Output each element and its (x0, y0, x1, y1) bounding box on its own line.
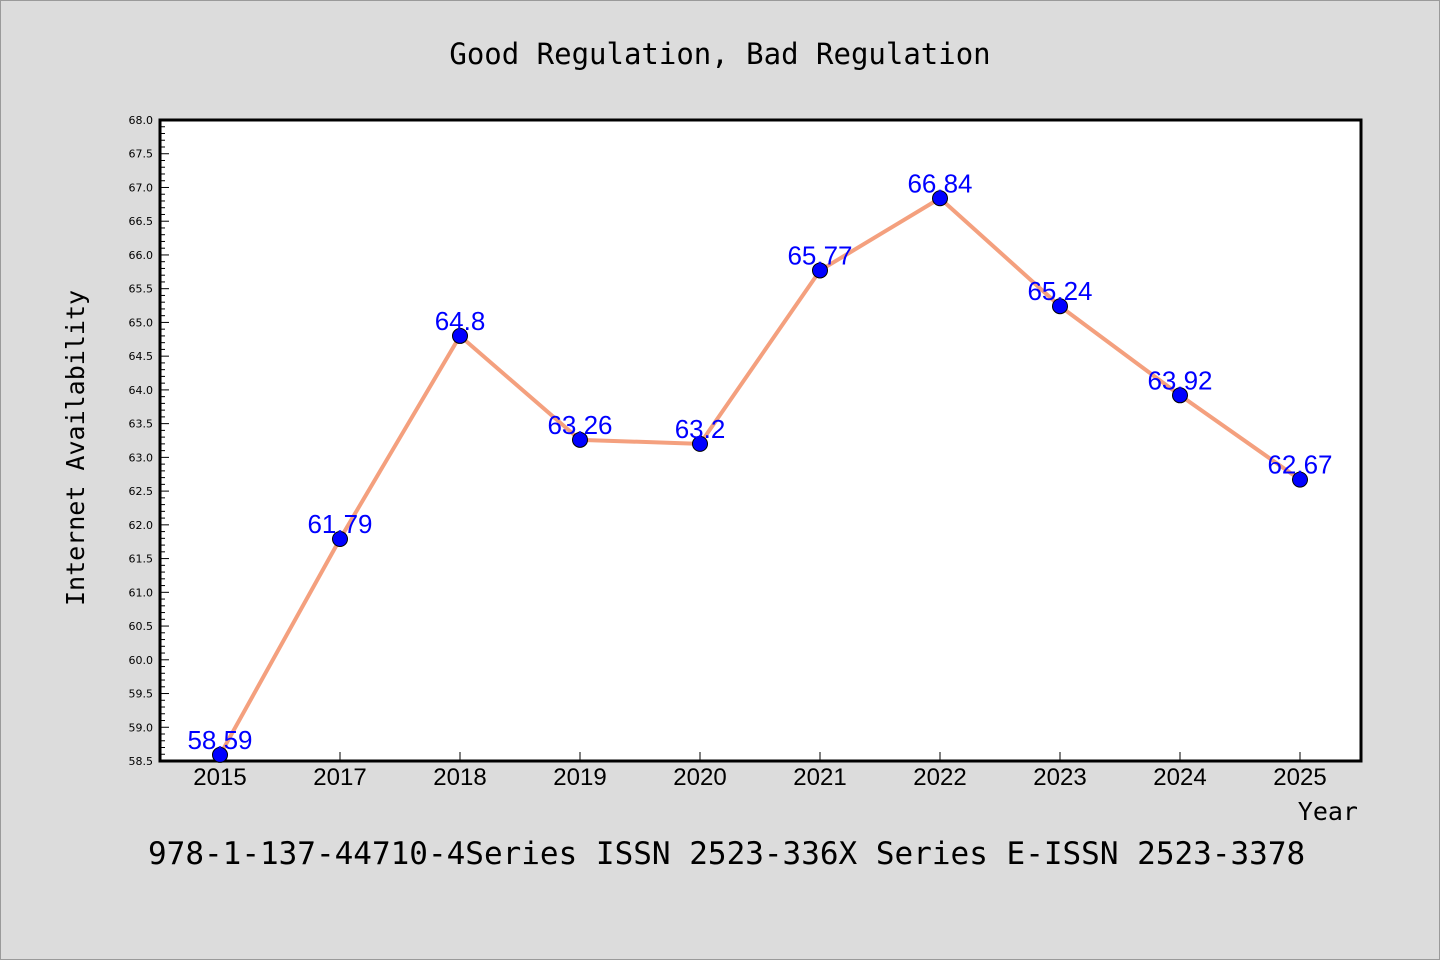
data-label: 64.8 (435, 306, 486, 336)
footer-text: 978-1-137-44710-4Series ISSN 2523-336X S… (148, 836, 1305, 872)
x-tick-label: 2017 (313, 764, 366, 791)
data-point (1172, 387, 1188, 404)
x-tick-label: 2018 (433, 764, 486, 791)
x-tick-label: 2019 (553, 764, 606, 791)
x-tick-label: 2020 (673, 764, 726, 791)
x-tick-label: 2015 (193, 764, 246, 791)
chart-title: Good Regulation, Bad Regulation (449, 37, 990, 71)
x-axis-label: Year (1298, 797, 1358, 826)
y-tick-label: 68.0 (129, 114, 154, 127)
data-label: 65.24 (1027, 276, 1092, 306)
y-tick-label: 62.0 (129, 519, 154, 532)
y-tick-label: 64.0 (129, 384, 154, 397)
data-label: 66.84 (907, 168, 972, 198)
y-tick-label: 58.5 (129, 755, 154, 768)
data-label: 65.77 (787, 240, 852, 270)
data-label: 63.92 (1147, 365, 1212, 395)
y-tick-label: 63.5 (129, 418, 154, 431)
data-label: 58.59 (187, 725, 252, 755)
series-layer: 58.59 61.79 64.8 63.26 63.2 65.77 66.84 65.24 63… (187, 168, 1333, 763)
y-tick-label: 59.0 (129, 721, 154, 734)
x-axis: 2015 2017 2018 2019 2020 2021 2022 2023 2024 2025 (193, 752, 1327, 791)
data-point (332, 531, 348, 548)
y-tick-label: 65.5 (129, 283, 154, 296)
data-point (932, 190, 948, 207)
data-point (1052, 298, 1068, 315)
y-tick-label: 67.5 (129, 148, 154, 161)
data-point (1292, 471, 1308, 488)
y-tick-label: 67.0 (129, 181, 154, 194)
y-tick-label: 63.0 (129, 451, 154, 464)
y-tick-label: 60.5 (129, 620, 154, 633)
data-label: 63.26 (547, 410, 612, 440)
x-tick-label: 2024 (1153, 764, 1206, 791)
data-point (212, 746, 228, 763)
x-tick-label: 2021 (793, 764, 846, 791)
y-tick-label: 64.5 (129, 350, 154, 363)
y-tick-label: 60.0 (129, 654, 154, 667)
data-point (572, 431, 588, 448)
y-tick-label: 59.5 (129, 688, 154, 701)
y-tick-label: 61.5 (129, 553, 154, 566)
data-label: 63.2 (675, 414, 726, 444)
data-label: 61.79 (307, 509, 372, 539)
y-axis: 58.5 59.0 59.5 60.0 60.5 61.0 61.5 62.0 62.5 63.0… (129, 114, 169, 768)
x-tick-label: 2025 (1273, 764, 1326, 791)
y-tick-label: 62.5 (129, 485, 154, 498)
y-tick-label: 65.0 (129, 316, 154, 329)
x-tick-label: 2022 (913, 764, 966, 791)
plot-area (158, 118, 1363, 763)
y-axis-label: Internet Availability (61, 290, 90, 606)
data-point (692, 435, 708, 452)
y-tick-label: 66.0 (129, 249, 154, 262)
y-tick-label: 61.0 (129, 586, 154, 599)
data-label: 62.67 (1267, 450, 1332, 480)
data-point (452, 327, 468, 344)
series-line (218, 196, 1302, 756)
y-tick-label: 66.5 (129, 215, 154, 228)
data-point (812, 262, 828, 279)
x-tick-label: 2023 (1033, 764, 1086, 791)
